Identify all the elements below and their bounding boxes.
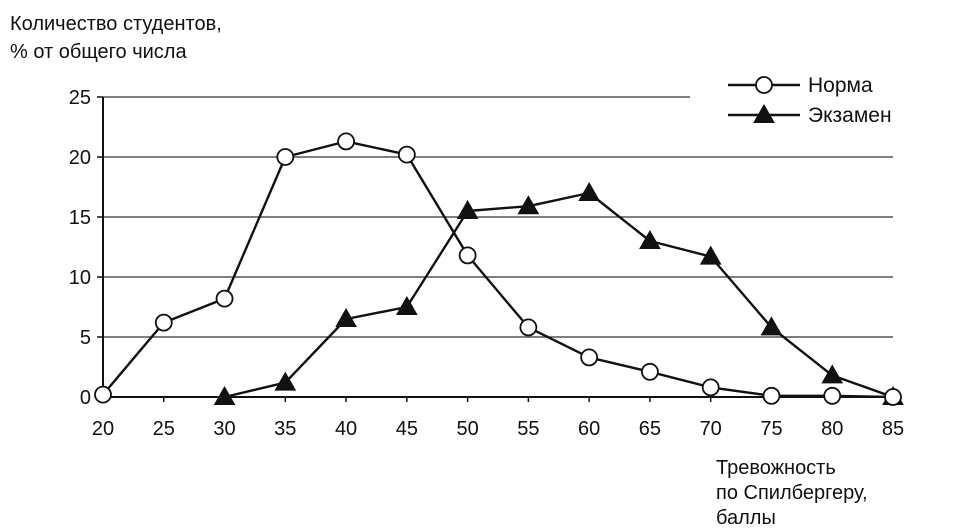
data-point-circle <box>884 388 902 406</box>
data-point-triangle <box>578 181 601 201</box>
x-tick-label: 85 <box>882 418 904 440</box>
y-tick-label: 10 <box>69 267 91 289</box>
data-point-triangle <box>821 364 844 384</box>
x-tick-label: 20 <box>92 418 114 440</box>
x-tick-label: 80 <box>821 418 843 440</box>
data-point-circle <box>154 313 173 332</box>
y-tick-label: 25 <box>69 87 91 109</box>
legend-marker-triangle <box>753 103 775 123</box>
x-tick-label: 30 <box>213 418 235 440</box>
x-axis-label-line-2: по Спилбергеру, <box>716 482 868 504</box>
x-tick-label: 75 <box>760 418 782 440</box>
data-point-circle <box>397 145 416 164</box>
x-tick-label: 35 <box>274 418 296 440</box>
x-tick-label: 70 <box>700 418 722 440</box>
legend-item-norma: Норма <box>728 74 873 97</box>
data-point-circle <box>762 386 781 405</box>
tick-labels: 0 5 10 15 20 25 20 25 30 35 40 45 50 55 60 65 70 75 80 85 <box>69 87 904 440</box>
x-axis-label-line-3: баллы <box>716 507 776 529</box>
axes <box>97 96 894 402</box>
data-point-triangle <box>517 195 540 215</box>
data-point-triangle <box>274 371 297 391</box>
series <box>94 132 904 406</box>
data-point-circle <box>94 385 112 404</box>
y-axis-label-line-1: Количество студентов, <box>10 13 222 35</box>
data-point-circle <box>458 246 477 265</box>
series-norma <box>94 132 902 406</box>
data-point-circle <box>215 289 234 308</box>
data-point-circle <box>641 362 659 381</box>
data-point-triangle <box>760 316 783 336</box>
legend-label: Экзамен <box>808 104 892 127</box>
y-tick-label: 5 <box>80 327 91 349</box>
legend-label: Норма <box>808 74 873 97</box>
x-tick-label: 65 <box>639 418 661 440</box>
data-point-circle <box>580 348 599 367</box>
data-point-triangle <box>456 199 479 219</box>
x-tick-label: 60 <box>578 418 600 440</box>
series-line <box>224 191 894 399</box>
x-tick-label: 45 <box>396 418 418 440</box>
data-point-triangle <box>395 295 418 315</box>
x-tick-label: 50 <box>456 418 478 440</box>
y-tick-label: 15 <box>69 207 91 229</box>
data-point-circle <box>823 386 842 405</box>
x-tick-label: 55 <box>517 418 539 440</box>
data-point-circle <box>701 378 720 397</box>
data-point-circle <box>276 148 295 166</box>
x-tick-label: 25 <box>153 418 175 440</box>
x-tick-label: 40 <box>335 418 357 440</box>
series-line <box>102 140 894 399</box>
series-ekzamen <box>213 181 904 405</box>
data-point-triangle <box>699 245 722 265</box>
y-tick-label: 20 <box>69 147 91 169</box>
y-tick-label: 0 <box>80 387 91 409</box>
data-point-triangle <box>213 385 236 405</box>
legend-item-ekzamen: Экзамен <box>728 103 892 127</box>
x-axis-label-line-1: Тревожность <box>716 457 836 479</box>
legend: Норма Экзамен <box>728 74 892 127</box>
legend-marker-circle <box>755 76 773 94</box>
data-point-circle <box>519 318 538 337</box>
data-point-triangle <box>335 307 357 327</box>
data-point-circle <box>337 132 355 151</box>
y-axis-label-line-2: % от общего числа <box>10 41 187 63</box>
data-point-triangle <box>639 229 661 249</box>
